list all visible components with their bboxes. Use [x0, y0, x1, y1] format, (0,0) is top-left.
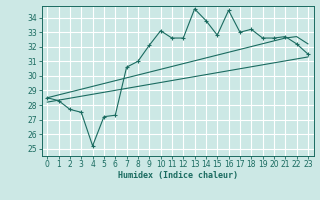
- X-axis label: Humidex (Indice chaleur): Humidex (Indice chaleur): [118, 171, 237, 180]
